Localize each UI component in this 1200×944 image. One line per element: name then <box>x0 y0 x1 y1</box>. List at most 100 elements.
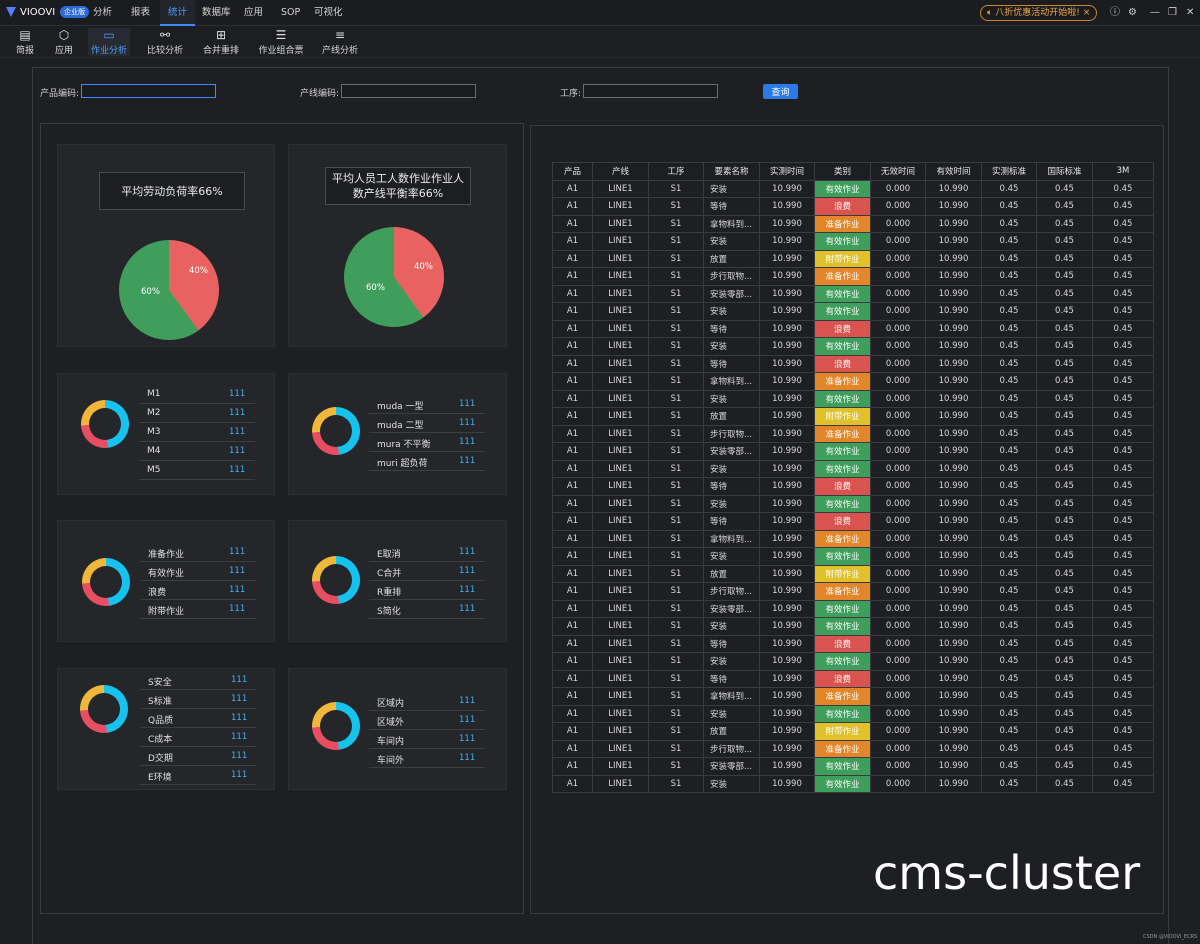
table-row[interactable]: A1 LINE1 S1 安装 10.990 有效作业 0.000 10.990 0.45 0.45… <box>552 774 1154 793</box>
table-row[interactable]: A1 LINE1 S1 放置 10.990 附带作业 0.000 10.990 0.45 0.45… <box>552 407 1154 426</box>
column-header[interactable]: 有效时间 <box>925 162 982 181</box>
menu-item[interactable]: 统计 <box>160 0 196 26</box>
table-row[interactable]: A1 LINE1 S1 安装 10.990 有效作业 0.000 10.990 0.45 0.45… <box>552 179 1154 198</box>
table-cell: 0.45 <box>981 494 1037 513</box>
promo-banner[interactable]: 🔈︎ 八折优惠活动开始啦! × <box>980 5 1098 21</box>
table-row[interactable]: A1 LINE1 S1 等待 10.990 浪费 0.000 10.990 0.45 0.45 0.… <box>552 512 1154 531</box>
tool-stack[interactable]: ☰ 作业组合票 <box>255 28 307 56</box>
column-header[interactable]: 3M <box>1092 162 1154 181</box>
table-row[interactable]: A1 LINE1 S1 安装零部... 10.990 有效作业 0.000 10.990 0.4… <box>552 599 1154 618</box>
menu-item[interactable]: 应用 <box>244 7 264 18</box>
table-row[interactable]: A1 LINE1 S1 安装 10.990 有效作业 0.000 10.990 0.45 0.45… <box>552 337 1154 356</box>
table-row[interactable]: A1 LINE1 S1 安装 10.990 有效作业 0.000 10.990 0.45 0.45… <box>552 459 1154 478</box>
credit-text: CSDN @VIOOVI_ECRS <box>1143 934 1198 940</box>
table-cell: S1 <box>648 547 704 566</box>
table-cell: 0.45 <box>1036 757 1093 776</box>
table-cell: A1 <box>552 267 593 286</box>
table-row[interactable]: A1 LINE1 S1 等待 10.990 浪费 0.000 10.990 0.45 0.45 0.… <box>552 634 1154 653</box>
column-header[interactable]: 实测时间 <box>759 162 815 181</box>
line-code-input[interactable] <box>341 84 476 98</box>
table-row[interactable]: A1 LINE1 S1 放置 10.990 附带作业 0.000 10.990 0.45 0.45… <box>552 722 1154 741</box>
settings-icon[interactable]: ⚙ <box>1128 7 1137 18</box>
table-row[interactable]: A1 LINE1 S1 步行取物... 10.990 准备作业 0.000 10.990 0.4… <box>552 424 1154 443</box>
table-row[interactable]: A1 LINE1 S1 安装零部... 10.990 有效作业 0.000 10.990 0.4… <box>552 442 1154 461</box>
menu-item[interactable]: 报表 <box>131 7 151 18</box>
table-row[interactable]: A1 LINE1 S1 安装零部... 10.990 有效作业 0.000 10.990 0.4… <box>552 757 1154 776</box>
category-badge: 有效作业 <box>814 617 871 636</box>
info-icon[interactable]: ⓘ <box>1110 7 1120 18</box>
legend-value: 111 <box>231 713 248 723</box>
menu-item[interactable]: 分析 <box>93 7 113 18</box>
column-header[interactable]: 工序 <box>648 162 704 181</box>
tool-merge[interactable]: ⊞ 合并重排 <box>199 28 243 56</box>
menu-item[interactable]: 数据库 <box>202 7 231 18</box>
product-code-input[interactable] <box>81 84 216 98</box>
table-cell: LINE1 <box>592 722 649 741</box>
table-cell: 10.990 <box>759 372 815 391</box>
table-cell: 0.000 <box>870 214 926 233</box>
table-cell: 10.990 <box>759 319 815 338</box>
table-row[interactable]: A1 LINE1 S1 安装 10.990 有效作业 0.000 10.990 0.45 0.45… <box>552 232 1154 251</box>
table-cell: A1 <box>552 669 593 688</box>
legend-label: M5 <box>147 465 161 475</box>
table-row[interactable]: A1 LINE1 S1 等待 10.990 浪费 0.000 10.990 0.45 0.45 0.… <box>552 319 1154 338</box>
column-header[interactable]: 要素名称 <box>703 162 760 181</box>
minimize-icon[interactable]: — <box>1150 7 1160 18</box>
category-badge: 有效作业 <box>814 232 871 251</box>
table-row[interactable]: A1 LINE1 S1 安装 10.990 有效作业 0.000 10.990 0.45 0.45… <box>552 704 1154 723</box>
legend-row: 浪费 111 <box>140 581 256 600</box>
tool-sliders[interactable]: ≡ 产线分析 <box>318 28 362 56</box>
table-row[interactable]: A1 LINE1 S1 安装 10.990 有效作业 0.000 10.990 0.45 0.45… <box>552 389 1154 408</box>
process-input[interactable] <box>583 84 718 98</box>
table-row[interactable]: A1 LINE1 S1 安装 10.990 有效作业 0.000 10.990 0.45 0.45… <box>552 494 1154 513</box>
table-cell: A1 <box>552 529 593 548</box>
table-row[interactable]: A1 LINE1 S1 步行取物... 10.990 准备作业 0.000 10.990 0.4… <box>552 267 1154 286</box>
table-cell: 0.45 <box>1036 197 1093 216</box>
restore-icon[interactable]: ❐ <box>1168 7 1177 18</box>
table-cell: 0.45 <box>981 337 1037 356</box>
column-header[interactable]: 实测标准 <box>981 162 1037 181</box>
table-cell: 10.990 <box>925 302 982 321</box>
table-row[interactable]: A1 LINE1 S1 等待 10.990 浪费 0.000 10.990 0.45 0.45 0.… <box>552 197 1154 216</box>
column-header[interactable]: 类别 <box>814 162 871 181</box>
column-header[interactable]: 产品 <box>552 162 593 181</box>
table-row[interactable]: A1 LINE1 S1 步行取物... 10.990 准备作业 0.000 10.990 0.4… <box>552 739 1154 758</box>
table-row[interactable]: A1 LINE1 S1 等待 10.990 浪费 0.000 10.990 0.45 0.45 0.… <box>552 354 1154 373</box>
table-row[interactable]: A1 LINE1 S1 拿物料到... 10.990 准备作业 0.000 10.990 0.4… <box>552 214 1154 233</box>
table-row[interactable]: A1 LINE1 S1 拿物料到... 10.990 准备作业 0.000 10.990 0.4… <box>552 372 1154 391</box>
table-row[interactable]: A1 LINE1 S1 放置 10.990 附带作业 0.000 10.990 0.45 0.45… <box>552 564 1154 583</box>
table-row[interactable]: A1 LINE1 S1 拿物料到... 10.990 准备作业 0.000 10.990 0.4… <box>552 687 1154 706</box>
table-cell: 0.45 <box>1036 284 1093 303</box>
tool-cube[interactable]: ⬡ 应用 <box>50 28 78 56</box>
query-button[interactable]: 查询 <box>763 84 798 99</box>
table-row[interactable]: A1 LINE1 S1 步行取物... 10.990 准备作业 0.000 10.990 0.4… <box>552 582 1154 601</box>
table-row[interactable]: A1 LINE1 S1 等待 10.990 浪费 0.000 10.990 0.45 0.45 0.… <box>552 669 1154 688</box>
table-row[interactable]: A1 LINE1 S1 等待 10.990 浪费 0.000 10.990 0.45 0.45 0.… <box>552 477 1154 496</box>
table-row[interactable]: A1 LINE1 S1 安装零部... 10.990 有效作业 0.000 10.990 0.4… <box>552 284 1154 303</box>
table-cell: A1 <box>552 512 593 531</box>
table-cell: A1 <box>552 652 593 671</box>
promo-close-icon[interactable]: × <box>1082 8 1091 18</box>
tool-monitor[interactable]: ▭ 作业分析 <box>88 28 130 56</box>
legend-row: E环境 111 <box>140 766 256 785</box>
table-cell: 10.990 <box>925 757 982 776</box>
table-row[interactable]: A1 LINE1 S1 安装 10.990 有效作业 0.000 10.990 0.45 0.45… <box>552 617 1154 636</box>
table-row[interactable]: A1 LINE1 S1 放置 10.990 附带作业 0.000 10.990 0.45 0.45… <box>552 249 1154 268</box>
menu-item[interactable]: 可视化 <box>314 7 343 18</box>
close-icon[interactable]: ✕ <box>1186 7 1195 18</box>
column-header[interactable]: 国际标准 <box>1036 162 1093 181</box>
legend-row: S标准 111 <box>140 690 256 709</box>
table-row[interactable]: A1 LINE1 S1 安装 10.990 有效作业 0.000 10.990 0.45 0.45… <box>552 652 1154 671</box>
table-row[interactable]: A1 LINE1 S1 安装 10.990 有效作业 0.000 10.990 0.45 0.45… <box>552 547 1154 566</box>
category-summary-card: muda 一型 111 muda 二型 111 mura 不平衡 111 muri 超负荷 1… <box>288 373 507 495</box>
pie-slice-label: 60% <box>141 287 160 297</box>
tool-document[interactable]: ▤ 简报 <box>10 28 40 56</box>
table-cell: 10.990 <box>925 337 982 356</box>
table-row[interactable]: A1 LINE1 S1 安装 10.990 有效作业 0.000 10.990 0.45 0.45… <box>552 302 1154 321</box>
menu-item[interactable]: SOP <box>281 7 301 18</box>
tool-nodes[interactable]: ⚯ 比较分析 <box>143 28 187 56</box>
table-row[interactable]: A1 LINE1 S1 拿物料到... 10.990 准备作业 0.000 10.990 0.4… <box>552 529 1154 548</box>
column-header[interactable]: 产线 <box>592 162 649 181</box>
legend-row: muda 一型 111 <box>369 395 485 414</box>
column-header[interactable]: 无效时间 <box>870 162 926 181</box>
